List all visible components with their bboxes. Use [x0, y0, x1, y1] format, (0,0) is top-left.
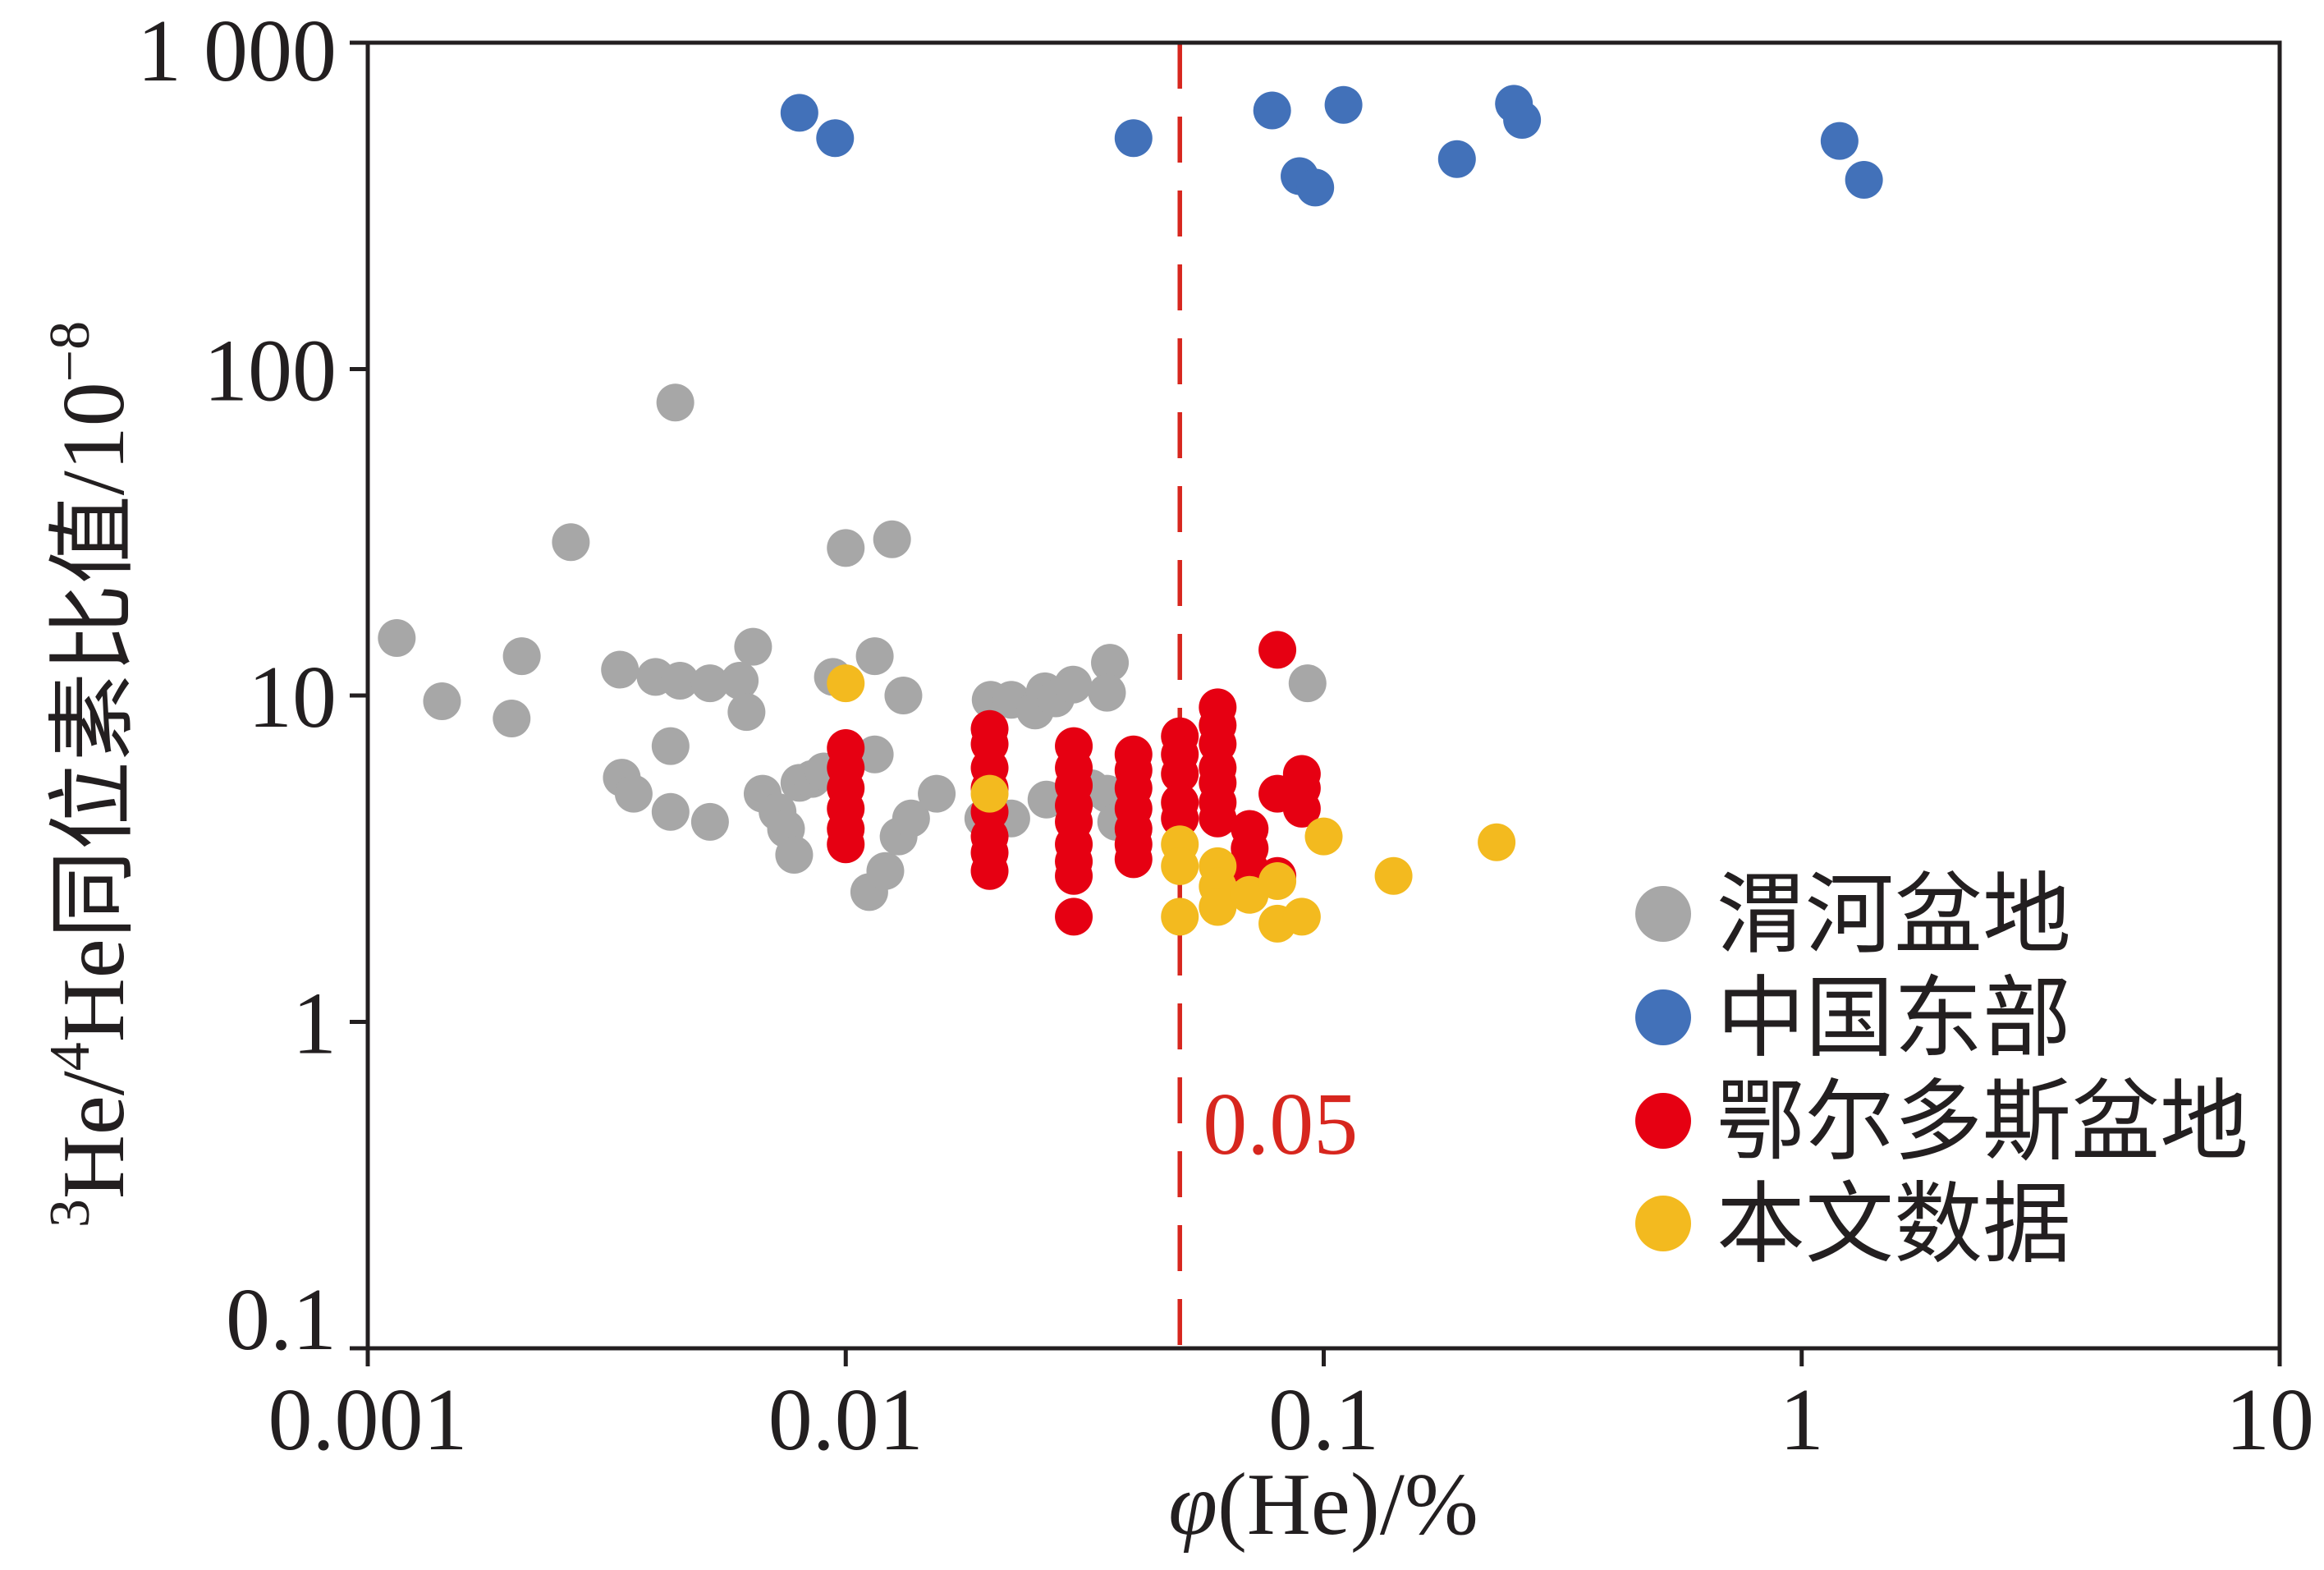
data-points: [378, 85, 1883, 943]
series-1-data-point: [721, 661, 759, 700]
series-2-data-point: [1114, 119, 1153, 158]
series-4-data-point: [1161, 897, 1199, 936]
x-tick-label: 10: [2225, 1371, 2314, 1469]
x-axis-title: φ(He)/%: [1168, 1456, 1478, 1554]
x-tick-label: 0.01: [768, 1371, 924, 1469]
series-1-data-point: [493, 700, 531, 738]
series-2-data-point: [1437, 140, 1476, 178]
legend-swatch-dot: [1635, 989, 1691, 1045]
y-tick-label: 0.1: [226, 1271, 337, 1369]
series-1-data-point: [1288, 664, 1327, 703]
y-axis-title: 3He/4He同位素比值/10−8: [39, 321, 143, 1228]
series-1-data-point: [727, 693, 766, 732]
series-1-data-point: [378, 619, 416, 658]
series-1-data-point: [884, 677, 923, 714]
series-1-data-point: [423, 682, 461, 721]
series-3-data-point: [1055, 856, 1093, 895]
series-4-data-point: [827, 664, 865, 703]
y-tick-label: 1 000: [137, 2, 337, 100]
series-1-data-point: [892, 799, 930, 838]
series-2-data-point: [816, 119, 855, 158]
series-3-data-point: [827, 825, 865, 864]
legend-swatch-dot: [1635, 886, 1691, 942]
series-1-data-point: [827, 529, 865, 567]
legend: 渭河盆地 中国东部 鄂尔多斯盆地 本文数据: [1635, 867, 2248, 1274]
x-axis-title-text: (He)/%: [1217, 1456, 1478, 1554]
legend-item-this-study: 本文数据: [1635, 1177, 2071, 1274]
series-4-data-point: [1282, 897, 1321, 936]
series-1-data-point: [866, 852, 905, 890]
series-1-data-point: [873, 520, 911, 558]
series-3-points: [827, 631, 1321, 936]
series-2-data-point: [780, 94, 818, 132]
series-3-data-point: [970, 852, 1009, 890]
series-2-data-point: [1845, 161, 1883, 200]
x-axis-title-symbol: φ: [1168, 1456, 1217, 1554]
series-4-data-point: [970, 774, 1009, 813]
series-4-data-point: [1258, 862, 1297, 901]
series-1-data-point: [651, 792, 690, 831]
series-4-data-point: [1374, 856, 1413, 895]
series-3-data-point: [1199, 799, 1237, 838]
series-2-data-point: [1324, 85, 1363, 124]
series-2-points: [780, 85, 1883, 207]
series-1-data-point: [918, 774, 956, 813]
x-tick-label: 0.001: [268, 1371, 468, 1469]
y-tick-label: 100: [204, 323, 337, 420]
legend-swatch-dot: [1635, 1093, 1691, 1149]
series-2-data-point: [1820, 122, 1859, 160]
series-1-data-point: [775, 836, 814, 875]
series-1-data-point: [601, 650, 639, 689]
series-3-data-point: [1258, 631, 1297, 669]
series-1-data-point: [552, 523, 590, 562]
series-1-data-point: [1054, 665, 1093, 704]
series-4-data-point: [1161, 847, 1199, 885]
y-axis-title-text: He同位素比值/10: [45, 382, 143, 1042]
y-axis-title-superscript: 3: [39, 1199, 102, 1228]
series-4-data-point: [1478, 823, 1516, 861]
x-tick-label: 1: [1780, 1371, 1824, 1469]
series-2-data-point: [1253, 91, 1291, 130]
series-1-data-point: [690, 664, 729, 703]
legend-swatch-dot: [1635, 1196, 1691, 1251]
y-tick-label: 10: [248, 649, 337, 746]
series-3-data-point: [1161, 755, 1199, 793]
series-1-data-point: [855, 637, 894, 676]
series-3-data-point: [1055, 897, 1093, 936]
series-1-data-point: [1091, 644, 1130, 682]
legend-label: 本文数据: [1717, 1177, 2071, 1274]
series-1-data-point: [734, 627, 772, 666]
y-axis-title-superscript: 4: [39, 1042, 102, 1071]
series-1-data-point: [502, 637, 541, 676]
legend-item-weihe-basin: 渭河盆地: [1635, 867, 2071, 965]
series-4-points: [827, 664, 1516, 943]
y-tick-label: 1: [292, 976, 337, 1073]
series-3-data-point: [1161, 799, 1199, 838]
legend-item-eastern-china: 中国东部: [1635, 971, 2071, 1068]
series-1-data-point: [855, 735, 894, 774]
series-4-data-point: [1304, 817, 1343, 856]
series-2-data-point: [1503, 101, 1542, 140]
legend-item-ordos-basin: 鄂尔多斯盆地: [1635, 1074, 2248, 1172]
legend-label: 鄂尔多斯盆地: [1717, 1074, 2248, 1172]
series-1-data-point: [661, 661, 699, 700]
series-1-data-point: [1088, 673, 1126, 712]
series-1-data-point: [656, 383, 694, 422]
y-axis-title-superscript: −8: [39, 321, 102, 382]
legend-label: 渭河盆地: [1717, 867, 2071, 965]
series-1-data-point: [651, 727, 690, 765]
series-3-data-point: [1282, 789, 1321, 828]
reference-line-label: 0.05: [1203, 1076, 1358, 1173]
series-4-data-point: [1199, 888, 1237, 926]
x-tick-label: 0.1: [1268, 1371, 1379, 1469]
series-1-data-point: [614, 774, 653, 813]
series-3-data-point: [1114, 840, 1153, 879]
series-2-data-point: [1296, 168, 1335, 207]
y-axis-title-text: He/: [45, 1071, 143, 1199]
legend-label: 中国东部: [1717, 971, 2071, 1068]
series-1-data-point: [690, 802, 729, 841]
